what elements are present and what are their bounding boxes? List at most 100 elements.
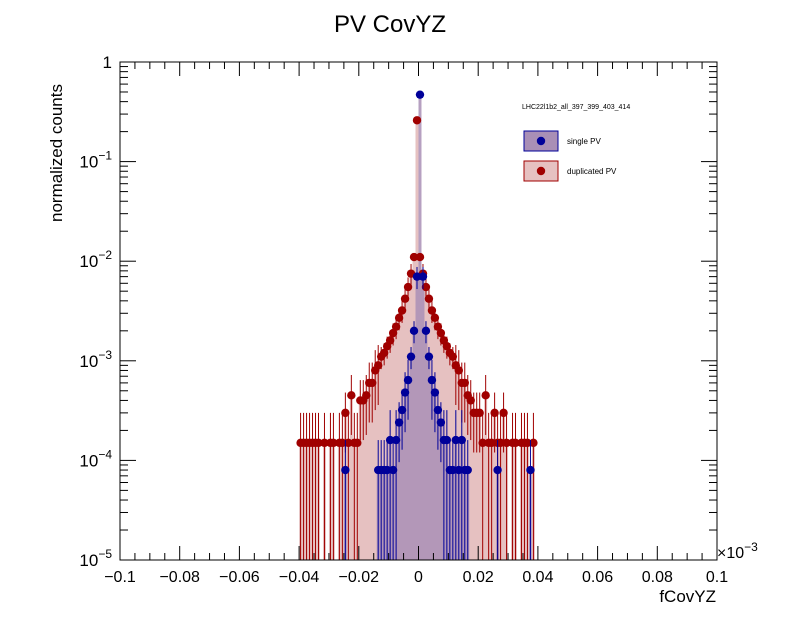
y-tick-exp: −3 [98,348,112,362]
data-point-single-pv [382,465,392,475]
y-tick-label: 10−5 [79,547,112,570]
data-point-duplicated-pv [478,438,487,448]
data-point-single-pv [397,405,407,415]
x-tick-label: 0.08 [642,569,673,586]
data-point-duplicated-pv [353,438,362,448]
y-axis-label: normalized counts [47,84,66,222]
x-tick-label: −0.08 [159,569,200,586]
data-point-duplicated-pv [502,438,511,448]
data-point-duplicated-pv [397,306,407,315]
data-point-duplicated-pv [430,313,440,323]
data-point-duplicated-pv [523,438,532,448]
data-point-single-pv [493,465,502,475]
legend: LHC22l1b2_all_397_399_403_414 single PV d… [522,104,630,182]
data-point-single-pv [341,465,350,475]
data-point-duplicated-pv [454,366,463,375]
data-point-duplicated-pv [347,391,356,400]
y-tick-exp: −1 [98,149,112,163]
data-point-duplicated-pv [490,408,499,418]
data-point-single-pv [457,435,466,445]
data-point-single-pv [394,418,404,427]
data-point-duplicated-pv [403,282,413,292]
data-point-duplicated-pv [341,408,350,418]
data-point-single-pv [451,435,461,445]
data-point-single-pv [436,418,446,427]
y-tick-base: 10 [79,451,98,470]
data-point-duplicated-pv [412,116,422,125]
data-point-single-pv [385,435,395,445]
x-tick-label: 0.1 [706,569,728,586]
x-tick-label: −0.1 [104,569,136,586]
data-point-single-pv [427,375,437,385]
data-point-single-pv [424,352,434,361]
data-point-duplicated-pv [499,408,508,418]
x-axis-multiplier: ×10−3 [717,540,758,562]
data-point-duplicated-pv [362,391,371,400]
data-point-single-pv [454,465,463,475]
y-tick-base: 10 [79,352,98,371]
data-point-single-pv [433,405,443,415]
data-point-duplicated-pv [368,378,377,388]
x-tick-label: 0 [414,569,423,586]
y-tick-label: 10−2 [79,248,112,271]
y-tick-exp: −2 [98,248,112,262]
data-point-duplicated-pv [379,348,389,358]
data-point-single-pv [391,435,401,445]
data-point-single-pv [400,388,410,397]
y-tick-base: 10 [79,153,98,172]
data-point-duplicated-pv [496,438,505,448]
data-point-duplicated-pv [314,438,323,448]
y-tick-label: 10−3 [79,348,112,371]
y-tick-label: 10−1 [79,149,112,172]
x-tick-label: −0.06 [219,569,260,586]
x-multiplier-base: ×10 [717,545,744,562]
data-point-duplicated-pv [460,378,469,388]
data-point-single-pv [430,388,440,397]
data-point-single-pv [409,326,419,336]
data-point-duplicated-pv [511,438,520,448]
x-tick-label: 0.04 [522,569,553,586]
y-tick-base: 1 [103,53,112,72]
data-point-duplicated-pv [442,342,452,351]
data-point-duplicated-pv [400,294,410,303]
data-point-duplicated-pv [475,408,484,418]
x-tick-label: −0.04 [279,569,320,586]
legend-header: LHC22l1b2_all_397_399_403_414 [522,104,630,111]
data-point-single-pv [388,465,398,475]
x-tick-label: −0.02 [339,569,380,586]
y-tick-base: 10 [79,252,98,271]
data-point-single-pv [448,465,458,475]
data-point-duplicated-pv [320,438,329,448]
legend-label-duplicated-pv: duplicated PV [567,167,617,176]
data-point-duplicated-pv [394,313,404,323]
data-point-duplicated-pv [529,438,538,448]
data-point-duplicated-pv [487,438,496,448]
data-point-single-pv [415,90,425,99]
y-tick-exp: −4 [98,447,112,461]
data-point-duplicated-pv [374,361,383,370]
data-point-duplicated-pv [424,294,434,303]
x-tick-label: 0.02 [463,569,494,586]
data-point-duplicated-pv [385,336,395,345]
data-point-duplicated-pv [427,306,437,315]
data-point-single-pv [421,326,431,336]
x-axis-label: fCovYZ [659,587,716,606]
data-point-duplicated-pv [436,328,446,338]
data-point-duplicated-pv [481,391,490,400]
data-point-single-pv [403,375,413,385]
data-point-duplicated-pv [344,438,353,448]
data-point-single-pv [406,352,416,361]
chart-title: PV CovYZ [334,11,446,38]
data-point-single-pv [418,272,428,281]
data-point-single-pv [463,465,472,475]
data-point-duplicated-pv [421,282,431,292]
x-tick-label: 0.06 [582,569,613,586]
data-point-duplicated-pv [409,252,419,262]
y-tick-label: 10−4 [79,447,112,470]
data-point-single-pv [442,435,452,445]
data-point-duplicated-pv [338,438,347,448]
data-point-duplicated-pv [329,438,338,448]
data-point-duplicated-pv [388,328,398,338]
